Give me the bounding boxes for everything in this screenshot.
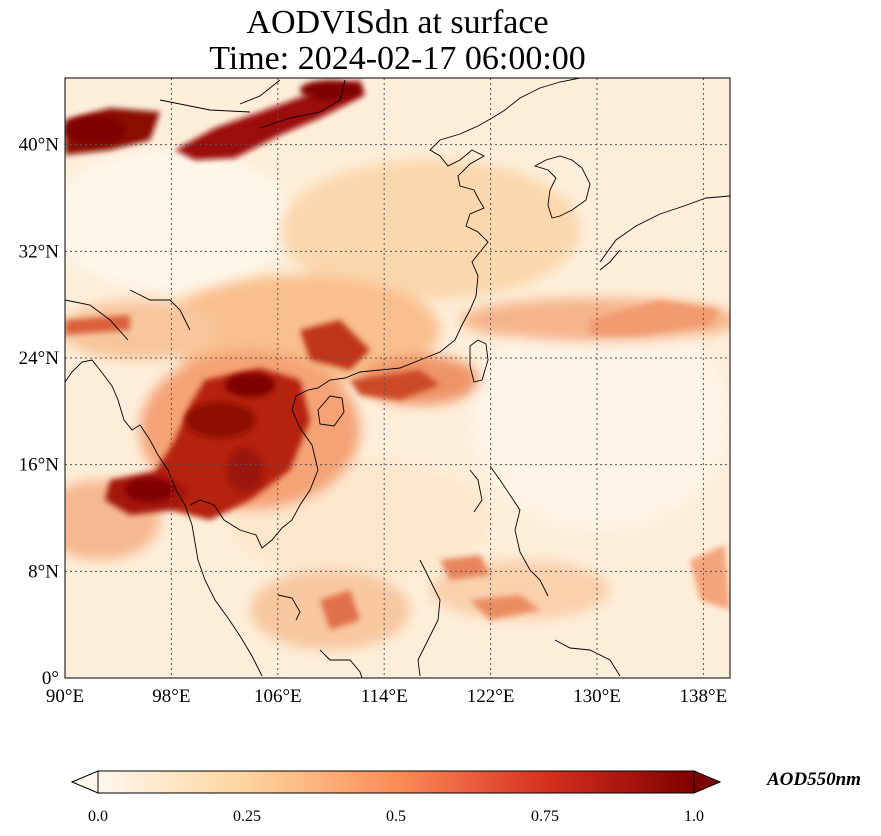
lat-tick-label: 16°N [19, 455, 60, 476]
lon-tick-labels: 90°E 98°E 106°E 114°E 122°E 130°E 138°E [46, 686, 727, 707]
plot-title-line2: Time: 2024-02-17 06:00:00 [209, 40, 586, 77]
colorbar-tick-label: 0.5 [386, 808, 406, 825]
lon-tick-label: 98°E [152, 686, 190, 707]
colorbar-tick-label: 1.0 [684, 808, 704, 825]
lon-tick-label: 106°E [254, 686, 302, 707]
coastlines [65, 78, 730, 678]
lat-tick-label: 32°N [19, 241, 60, 262]
lat-tick-labels: 0° 8°N 16°N 24°N 32°N 40°N [19, 135, 60, 689]
colorbar: 0.0 0.25 0.5 0.75 1.0 [70, 770, 722, 825]
colorbar-gradient [98, 771, 694, 793]
lat-tick-label: 24°N [19, 348, 60, 369]
colorbar-min-extend [70, 770, 99, 794]
lat-tick-label: 8°N [28, 561, 59, 582]
aod-field [65, 78, 730, 678]
lat-tick-label: 40°N [19, 135, 60, 156]
colorbar-tick-label: 0.25 [233, 808, 261, 825]
colorbar-max-extend [693, 770, 722, 794]
lat-tick-label: 0° [42, 668, 59, 689]
colorbar-title: AOD550nm [767, 769, 861, 790]
lon-tick-label: 122°E [467, 686, 515, 707]
map-frame [64, 77, 731, 679]
lon-tick-label: 90°E [46, 686, 84, 707]
gridlines [65, 78, 730, 678]
colorbar-tick-labels: 0.0 0.25 0.5 0.75 1.0 [88, 808, 704, 825]
aod-dense-cores [65, 80, 360, 502]
lon-tick-label: 114°E [361, 686, 408, 707]
colorbar-tick-label: 0.75 [531, 808, 559, 825]
colorbar-outline [97, 770, 695, 794]
lon-tick-label: 138°E [680, 686, 728, 707]
lon-tick-label: 130°E [573, 686, 621, 707]
plot-title-line1: AODVISdn at surface [246, 4, 549, 41]
colorbar-tick-label: 0.0 [88, 808, 108, 825]
